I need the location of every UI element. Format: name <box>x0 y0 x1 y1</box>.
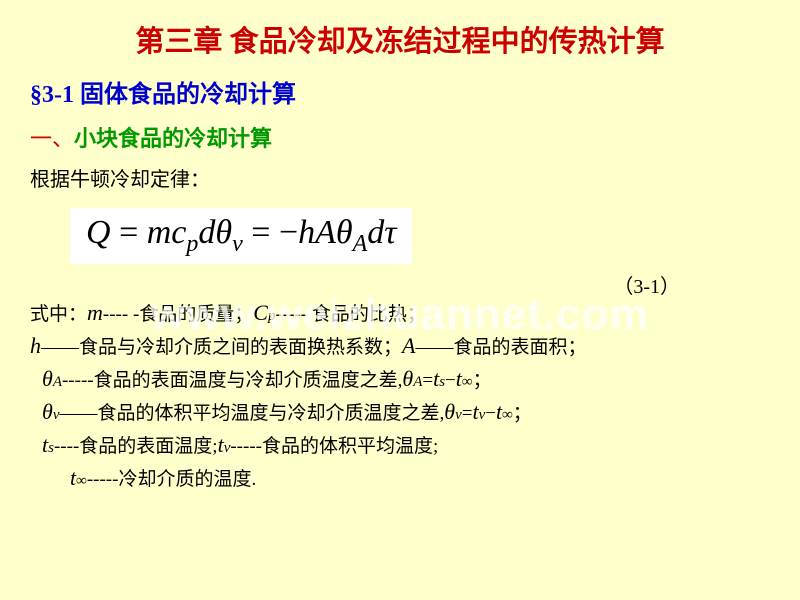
label: 式中： <box>30 299 87 326</box>
text: -----食品的表面温度与冷却介质温度之差, <box>62 365 402 392</box>
eq-minus: − <box>485 403 496 425</box>
var-A: A <box>402 333 415 359</box>
eq-equals: = <box>462 403 473 425</box>
equation-line: Q = mcpdθv = −hAθAdτ <box>30 200 770 268</box>
text: ——食品与冷却介质之间的表面换热系数； <box>41 332 402 359</box>
intro-text: 根据牛顿冷却定律： <box>30 163 770 192</box>
sub-v: v <box>479 407 486 424</box>
desc-line-5: ts ----食品的表面温度; tv -----食品的体积平均温度; <box>42 431 770 458</box>
equation-number: （3-1） <box>613 276 680 298</box>
chapter-title: 第三章 食品冷却及冻结过程中的传热计算 <box>30 18 770 60</box>
desc-line-6: t∞ -----冷却介质的温度. <box>70 464 770 491</box>
desc-line-3: θA -----食品的表面温度与冷却介质温度之差, θA = ts − t∞ ； <box>42 365 770 392</box>
desc-line-4: θv ——食品的体积平均温度与冷却介质温度之差, θv = tv − t∞ ； <box>42 398 770 425</box>
text: ——食品的体积平均温度与冷却介质温度之差, <box>59 398 444 425</box>
eq-theta: θ <box>444 399 455 425</box>
eq-equals: = <box>422 370 433 392</box>
desc-line-2: h ——食品与冷却介质之间的表面换热系数； A ——食品的表面积； <box>30 332 770 359</box>
text: ---- -食品的质量； <box>103 299 253 326</box>
text: ； <box>513 398 532 425</box>
text: ——食品的表面积； <box>415 332 586 359</box>
sub-inf: ∞ <box>502 407 513 424</box>
sub-p: p <box>268 308 276 325</box>
text: -----食品的体积平均温度; <box>230 431 438 458</box>
text: -----冷却介质的温度. <box>87 464 256 491</box>
var-theta: θ <box>42 399 53 425</box>
eq-minus: − <box>445 370 456 392</box>
sub-number: 一、 <box>30 126 74 151</box>
section-title: §3-1 固体食品的冷却计算 <box>30 74 770 109</box>
sub-inf: ∞ <box>76 473 87 490</box>
sub-inf: ∞ <box>462 374 473 391</box>
text: ； <box>473 365 492 392</box>
var-C: C <box>253 300 268 326</box>
eq-theta: θ <box>402 366 413 392</box>
sub-v: v <box>224 440 231 457</box>
text: ----食品的表面温度; <box>54 431 218 458</box>
subsection: 一、小块食品的冷却计算 <box>30 121 770 153</box>
var-h: h <box>30 333 41 359</box>
var-theta: θ <box>42 366 53 392</box>
desc-line-1: 式中： m ---- -食品的质量； Cp ----- 食品的比热； <box>30 299 770 326</box>
sub-A: A <box>53 374 62 391</box>
main-equation: Q = mcpdθv = −hAθAdτ <box>70 208 412 264</box>
eq-sub-v: v <box>455 407 462 424</box>
sub-title: 小块食品的冷却计算 <box>74 126 272 151</box>
text: ----- 食品的比热； <box>275 299 425 326</box>
eq-sub-A: A <box>413 374 422 391</box>
var-m: m <box>87 300 103 326</box>
